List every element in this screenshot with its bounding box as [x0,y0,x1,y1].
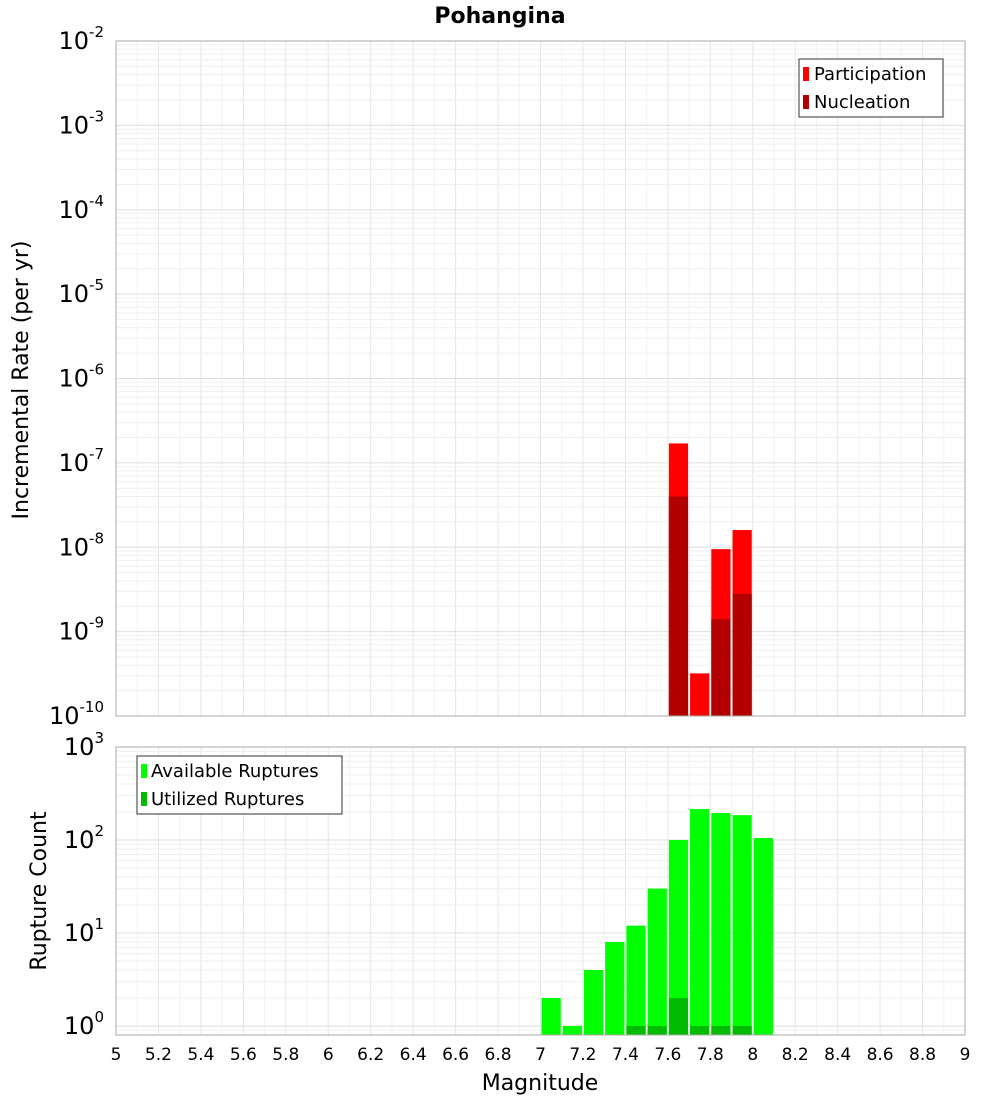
legend-swatch-participation [803,67,809,81]
top-bar-participation [690,673,710,716]
bottom-y-axis-label: Rupture Count [27,811,52,971]
bottom-bar-utilized-ruptures [732,1025,752,1035]
top-y-tick-label: 10-2 [58,23,104,55]
legend-label-utilized: Utilized Ruptures [151,789,304,810]
bottom-y-tick-label: 103 [64,729,104,761]
x-tick-label: 6.2 [357,1045,384,1065]
x-tick-label: 7.6 [654,1045,681,1065]
chart-title: Pohangina [434,4,565,29]
bottom-bar-utilized-ruptures [711,1025,731,1035]
bottom-bar-available-ruptures [583,969,604,1035]
x-tick-label: 6.8 [485,1045,512,1065]
top-y-tick-label: 10-6 [58,361,104,393]
bottom-bar-utilized-ruptures [647,1025,667,1035]
x-tick-label: 6.6 [442,1045,469,1065]
x-tick-label: 9 [960,1045,971,1065]
bottom-bar-available-ruptures [541,997,561,1035]
x-tick-label: 6.4 [400,1045,427,1065]
bottom-y-tick-label: 100 [64,1008,104,1040]
top-gridlines [115,40,966,717]
top-y-axis-label: Incremental Rate (per yr) [9,241,34,520]
top-bar-nucleation [711,619,731,716]
top-y-tick-label: 10-3 [58,107,104,139]
top-y-tick-label: 10-5 [58,276,104,308]
x-tick-label: 5.6 [230,1045,257,1065]
legend-swatch-available [141,764,147,778]
bottom-y-tick-label: 101 [64,915,104,947]
top-legend-box [798,58,944,118]
bottom-legend: Available Ruptures Utilized Ruptures [136,755,343,815]
bottom-bar-available-ruptures [711,813,731,1035]
top-bar-nucleation [668,496,689,716]
legend-label-available: Available Ruptures [151,761,319,782]
x-tick-label: 7.2 [569,1045,596,1065]
x-tick-label: 5.2 [145,1045,172,1065]
x-tick-label: 7.8 [697,1045,724,1065]
x-tick-label: 8.2 [782,1045,809,1065]
bottom-y-tick-label: 102 [64,822,104,854]
legend-swatch-utilized [141,792,147,806]
bottom-bar-utilized-ruptures [668,997,689,1035]
x-tick-label: 5.4 [187,1045,214,1065]
top-y-ticks: 10-10 10-9 10-8 10-7 10-6 10-5 10-4 10-3 10-2 [49,23,104,730]
x-tick-label: 8 [747,1045,758,1065]
x-axis-label: Magnitude [482,1071,599,1096]
bottom-bar-available-ruptures [732,815,752,1035]
x-tick-label: 7 [535,1045,546,1065]
bottom-bar-available-ruptures [753,838,773,1035]
x-tick-label: 8.8 [909,1045,936,1065]
top-legend: Participation Nucleation [798,58,944,118]
top-bars [668,443,752,716]
bottom-legend-box [136,755,343,815]
legend-swatch-nucleation [803,95,809,109]
bottom-bar-available-ruptures [605,942,625,1035]
top-y-tick-label: 10-8 [58,529,104,561]
x-tick-label: 6 [323,1045,334,1065]
x-tick-label: 5 [111,1045,122,1065]
x-tick-label: 8.6 [867,1045,894,1065]
bottom-bar-utilized-ruptures [626,1025,646,1035]
top-plot: 10-10 10-9 10-8 10-7 10-6 10-5 10-4 10-3 10-2 In… [9,23,966,730]
bottom-y-ticks: 100 101 102 103 [64,729,104,1040]
top-bar-nucleation [732,593,752,716]
bottom-plot-frame [115,746,966,1036]
x-tick-label: 7.4 [612,1045,639,1065]
bottom-bar-available-ruptures [562,1025,582,1035]
bottom-bar-available-ruptures [647,888,667,1035]
x-tick-label: 5.8 [272,1045,299,1065]
bottom-bar-available-ruptures [626,925,646,1035]
x-ticks: 5 5.2 5.4 5.6 5.8 6 6.2 6.4 6.6 6.8 7 7.2 7.4 7.6 7.8 8… [111,1045,971,1065]
legend-label-participation: Participation [814,64,926,85]
top-plot-frame [115,40,966,717]
x-tick-label: 8.4 [824,1045,851,1065]
top-y-tick-label: 10-9 [58,614,104,646]
top-y-tick-label: 10-10 [49,698,104,730]
bottom-plot: 100 101 102 103 5 5.2 5.4 5.6 5.8 6 6.2 6.4 6.6 6.8 7… [27,729,970,1096]
bottom-bar-available-ruptures [690,809,710,1035]
bottom-bars [541,809,773,1035]
bottom-bar-available-ruptures [668,839,689,1035]
bottom-bar-utilized-ruptures [690,1025,710,1035]
legend-label-nucleation: Nucleation [814,92,910,113]
top-y-tick-label: 10-7 [58,445,104,477]
top-y-tick-label: 10-4 [58,192,104,224]
